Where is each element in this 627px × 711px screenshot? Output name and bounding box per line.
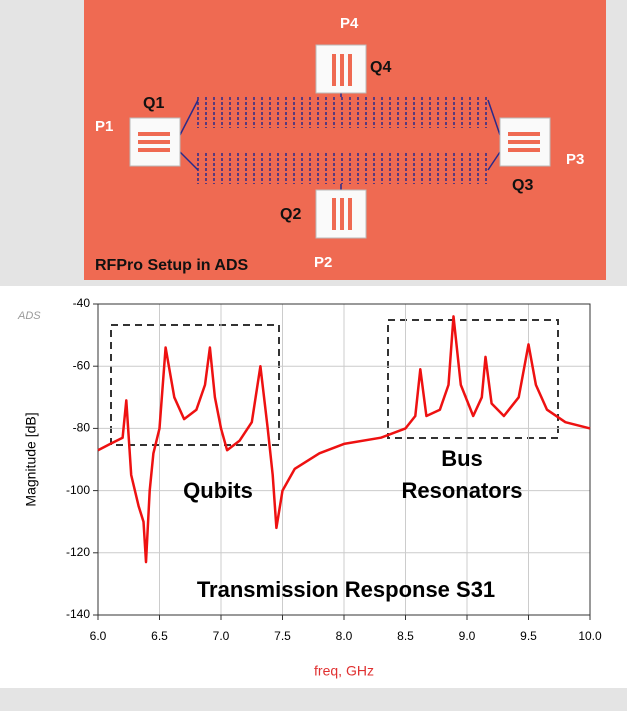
feed-line <box>179 93 501 190</box>
port-label: P2 <box>314 254 332 271</box>
bus-box <box>387 319 559 439</box>
y-tick-label: -80 <box>73 421 91 435</box>
x-tick-label: 8.5 <box>397 629 414 643</box>
y-tick-label: -100 <box>66 483 90 497</box>
x-tick-label: 8.0 <box>336 629 353 643</box>
y-tick-label: -120 <box>66 545 90 559</box>
qubit-label: Q2 <box>280 206 301 223</box>
layout-labels: P1 P2 P3 P4 Q1 Q2 Q3 Q4 <box>95 15 584 271</box>
layout-title: RFPro Setup in ADS <box>95 257 249 274</box>
data-line <box>97 315 591 564</box>
x-tick-label: 6.0 <box>90 629 107 643</box>
plot-frame <box>97 303 591 616</box>
qubit-label: Q4 <box>370 59 391 76</box>
port-label: P3 <box>566 151 584 168</box>
annotation: Resonators <box>401 478 522 503</box>
plot: -140 -120 -100 -80 -60 -40 6.0 6.5 7.0 7.5 8.0 8.5 9… <box>17 296 602 679</box>
x-tick-label: 7.5 <box>274 629 291 643</box>
qubit-label: Q3 <box>512 177 533 194</box>
x-axis-label: freq, GHz <box>314 663 374 679</box>
ads-logo: ADS <box>17 310 41 322</box>
annotation: Bus <box>441 446 483 471</box>
chart-panel <box>0 286 627 688</box>
y-tick-label: -40 <box>73 296 91 310</box>
port-label: P1 <box>95 118 113 135</box>
annotation: Transmission Response S31 <box>197 577 495 602</box>
x-tick-label: 10.0 <box>578 629 602 643</box>
qubit-cores <box>138 54 540 230</box>
y-tick-label: -140 <box>66 607 90 621</box>
y-tick-label: -60 <box>73 358 91 372</box>
x-tick-label: 7.0 <box>213 629 230 643</box>
qubit-box <box>110 324 280 446</box>
qubit-label: Q1 <box>143 95 164 112</box>
x-tick-label: 6.5 <box>151 629 168 643</box>
x-tick-label: 9.0 <box>459 629 476 643</box>
meander-lines <box>179 93 501 190</box>
annotation: Qubits <box>183 478 253 503</box>
port-label: P4 <box>340 15 359 32</box>
y-axis-label: Magnitude [dB] <box>23 412 39 506</box>
x-tick-label: 9.5 <box>520 629 537 643</box>
